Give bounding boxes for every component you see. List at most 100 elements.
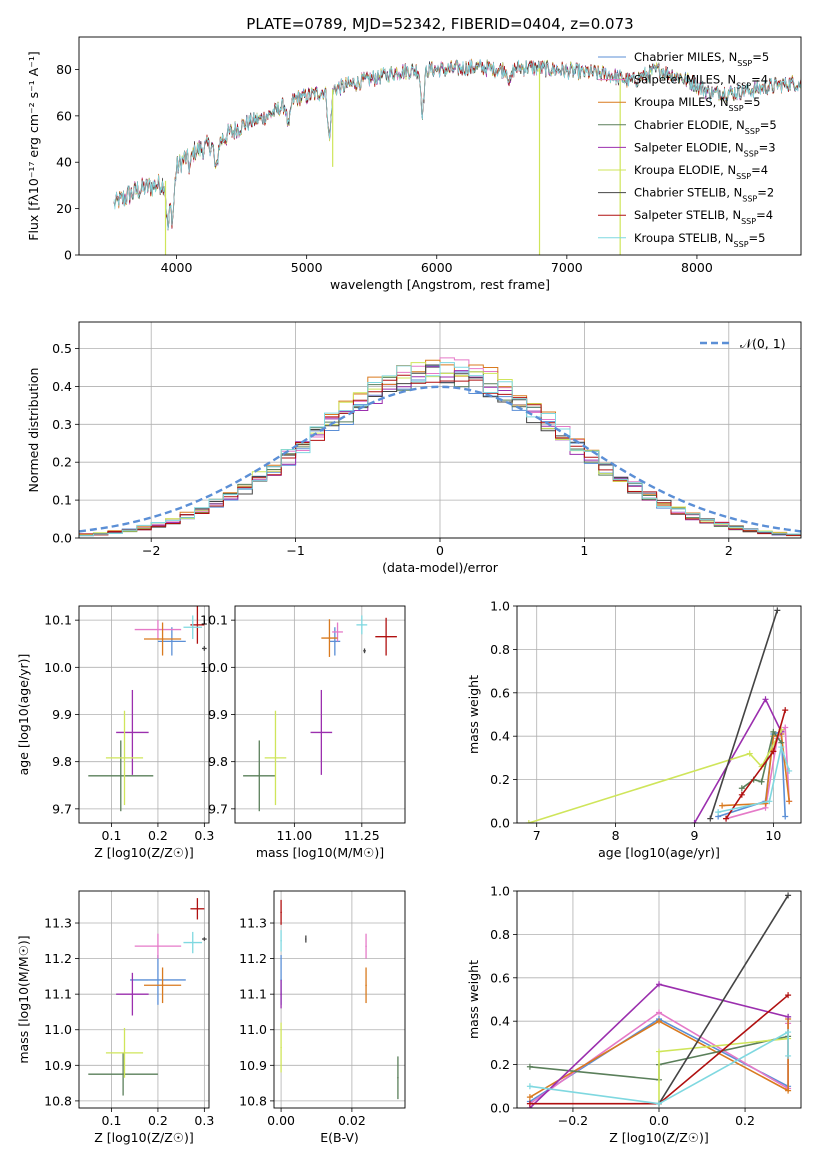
x-tick-label: 7 xyxy=(533,828,541,843)
y-tick-label: 11.3 xyxy=(44,916,72,931)
point-marker xyxy=(365,984,367,987)
chart-massweight_vs_Z: −0.2 0.0 0.2 0.0 0.2 0.4 0.6 0.8 1.0 Z [log10(Z/Z… xyxy=(466,884,802,1145)
weight-point-marker xyxy=(656,1018,662,1025)
legend-count: =5 xyxy=(749,231,766,245)
weight-point-marker xyxy=(707,815,714,822)
x-tick-label: 6000 xyxy=(421,260,453,275)
x-tick-label: 10 xyxy=(765,828,781,843)
axes-frame xyxy=(516,605,802,824)
point-marker xyxy=(157,945,159,947)
x-tick-label: 0.1 xyxy=(102,828,122,843)
weight-series-line xyxy=(718,743,790,813)
y-tick-label: 40 xyxy=(56,155,72,170)
weight-series-line xyxy=(709,610,779,819)
x-axis-label: mass [log10(M/M☉)] xyxy=(256,845,384,860)
weight-point-marker xyxy=(656,1048,662,1055)
weight-point-marker xyxy=(656,1100,662,1107)
weight-point-marker xyxy=(723,815,730,822)
y-axis-label: mass weight xyxy=(466,960,481,1039)
legend-name: Kroupa MILES, N xyxy=(634,95,729,109)
plot-area-spectrum xyxy=(113,58,801,255)
y-tick-label: 10.8 xyxy=(44,1093,72,1108)
y-tick-label: 10.8 xyxy=(239,1093,267,1108)
x-tick-label: 9 xyxy=(691,828,699,843)
legend-count: =4 xyxy=(751,73,768,87)
y-tick-label: 0.1 xyxy=(52,493,72,508)
chart-mass_vs_Z: 0.1 0.2 0.3 10.8 10.9 11.0 11.1 11.2 11.3 Z [log1… xyxy=(16,890,214,1145)
point-marker xyxy=(365,945,367,947)
y-tick-label: 0.5 xyxy=(52,341,72,356)
point-marker xyxy=(161,984,164,987)
point-marker xyxy=(397,1076,399,1079)
y-tick-label: 10.0 xyxy=(200,660,228,675)
point-marker xyxy=(203,938,206,940)
weight-point-marker xyxy=(785,992,792,999)
chart-spectrum: 4000 5000 6000 7000 8000 0 20 40 60 80 wavelength … xyxy=(26,36,802,292)
legend-count: =5 xyxy=(752,50,769,64)
legend-sub: SSP xyxy=(745,126,760,135)
weight-series-line xyxy=(528,729,783,823)
axes-frame xyxy=(78,605,210,824)
weight-point-marker xyxy=(526,1100,533,1107)
weight-point-marker xyxy=(656,981,662,988)
y-tick-label: 0.6 xyxy=(490,970,510,985)
legend-sub: SSP xyxy=(742,194,757,203)
y-axis-label: mass [log10(M/M☉)] xyxy=(16,935,31,1063)
point-marker xyxy=(196,907,199,910)
axes-frame xyxy=(78,36,802,256)
y-tick-label: 0.0 xyxy=(52,531,72,546)
weight-series-line xyxy=(529,1030,789,1105)
x-tick-label: 5000 xyxy=(291,260,323,275)
x-tick-label: 0.3 xyxy=(194,828,214,843)
point-marker xyxy=(274,757,277,759)
y-tick-label: 0.4 xyxy=(52,379,72,394)
legend-sub: SSP xyxy=(744,149,759,158)
legend-name: Salpeter STELIB, N xyxy=(634,208,741,222)
point-marker xyxy=(280,940,282,942)
plot-area-mass_vs_ebv xyxy=(280,899,399,1100)
legend-count: =4 xyxy=(756,208,773,222)
y-tick-label: 0.0 xyxy=(490,816,510,831)
x-tick-label: 0.2 xyxy=(735,1113,755,1128)
x-axis-label: Z [log10(Z/Z☉)] xyxy=(94,845,194,860)
point-marker xyxy=(191,626,194,629)
legend-sub: SSP xyxy=(734,239,749,248)
weight-point-marker xyxy=(691,820,698,823)
weight-point-marker xyxy=(770,728,777,735)
axes-frame xyxy=(78,321,802,539)
legend-sub: SSP xyxy=(736,81,751,90)
y-tick-label: 11.0 xyxy=(239,1022,267,1037)
x-tick-label: 4000 xyxy=(161,260,193,275)
legend-count: =5 xyxy=(744,95,761,109)
legend-name: Salpeter ELODIE, N xyxy=(634,140,744,154)
x-tick-label: 11.00 xyxy=(276,828,312,843)
y-axis-label: Flux [fλ10⁻¹⁷ erg cm⁻² s⁻¹ A⁻¹] xyxy=(26,51,41,240)
histogram-model-step xyxy=(79,374,801,536)
y-tick-label: 0.2 xyxy=(490,1057,510,1072)
weight-series-line xyxy=(658,894,789,1105)
legend-entry: Kroupa MILES, NSSP=5 xyxy=(634,95,760,113)
legend-name: Salpeter MILES, N xyxy=(634,73,736,87)
x-tick-label: 0.0 xyxy=(649,1113,669,1128)
y-tick-label: 10.9 xyxy=(44,1058,72,1073)
x-tick-label: −2 xyxy=(142,543,160,558)
point-marker xyxy=(196,624,199,626)
weight-point-marker xyxy=(766,798,773,805)
x-tick-label: 1 xyxy=(580,543,588,558)
point-marker xyxy=(280,993,282,995)
y-tick-label: 1.0 xyxy=(490,599,510,614)
legend-name: Chabrier MILES, N xyxy=(634,50,737,64)
weight-point-marker xyxy=(786,798,793,805)
point-marker xyxy=(363,650,366,652)
weight-point-marker xyxy=(782,707,789,714)
legend-count: =4 xyxy=(751,163,768,177)
legend-entry: Salpeter STELIB, NSSP=4 xyxy=(634,208,773,226)
x-axis-label: wavelength [Angstrom, rest frame] xyxy=(330,277,550,292)
y-axis-label: Normed distribution xyxy=(26,368,41,493)
plot-area-age_vs_mass xyxy=(243,615,397,812)
weight-series-line xyxy=(722,732,790,807)
plot-layer: 4000 5000 6000 7000 8000020406080wavelength … xyxy=(16,36,802,1145)
weight-series-line xyxy=(725,709,786,820)
y-tick-label: 0.6 xyxy=(490,685,510,700)
